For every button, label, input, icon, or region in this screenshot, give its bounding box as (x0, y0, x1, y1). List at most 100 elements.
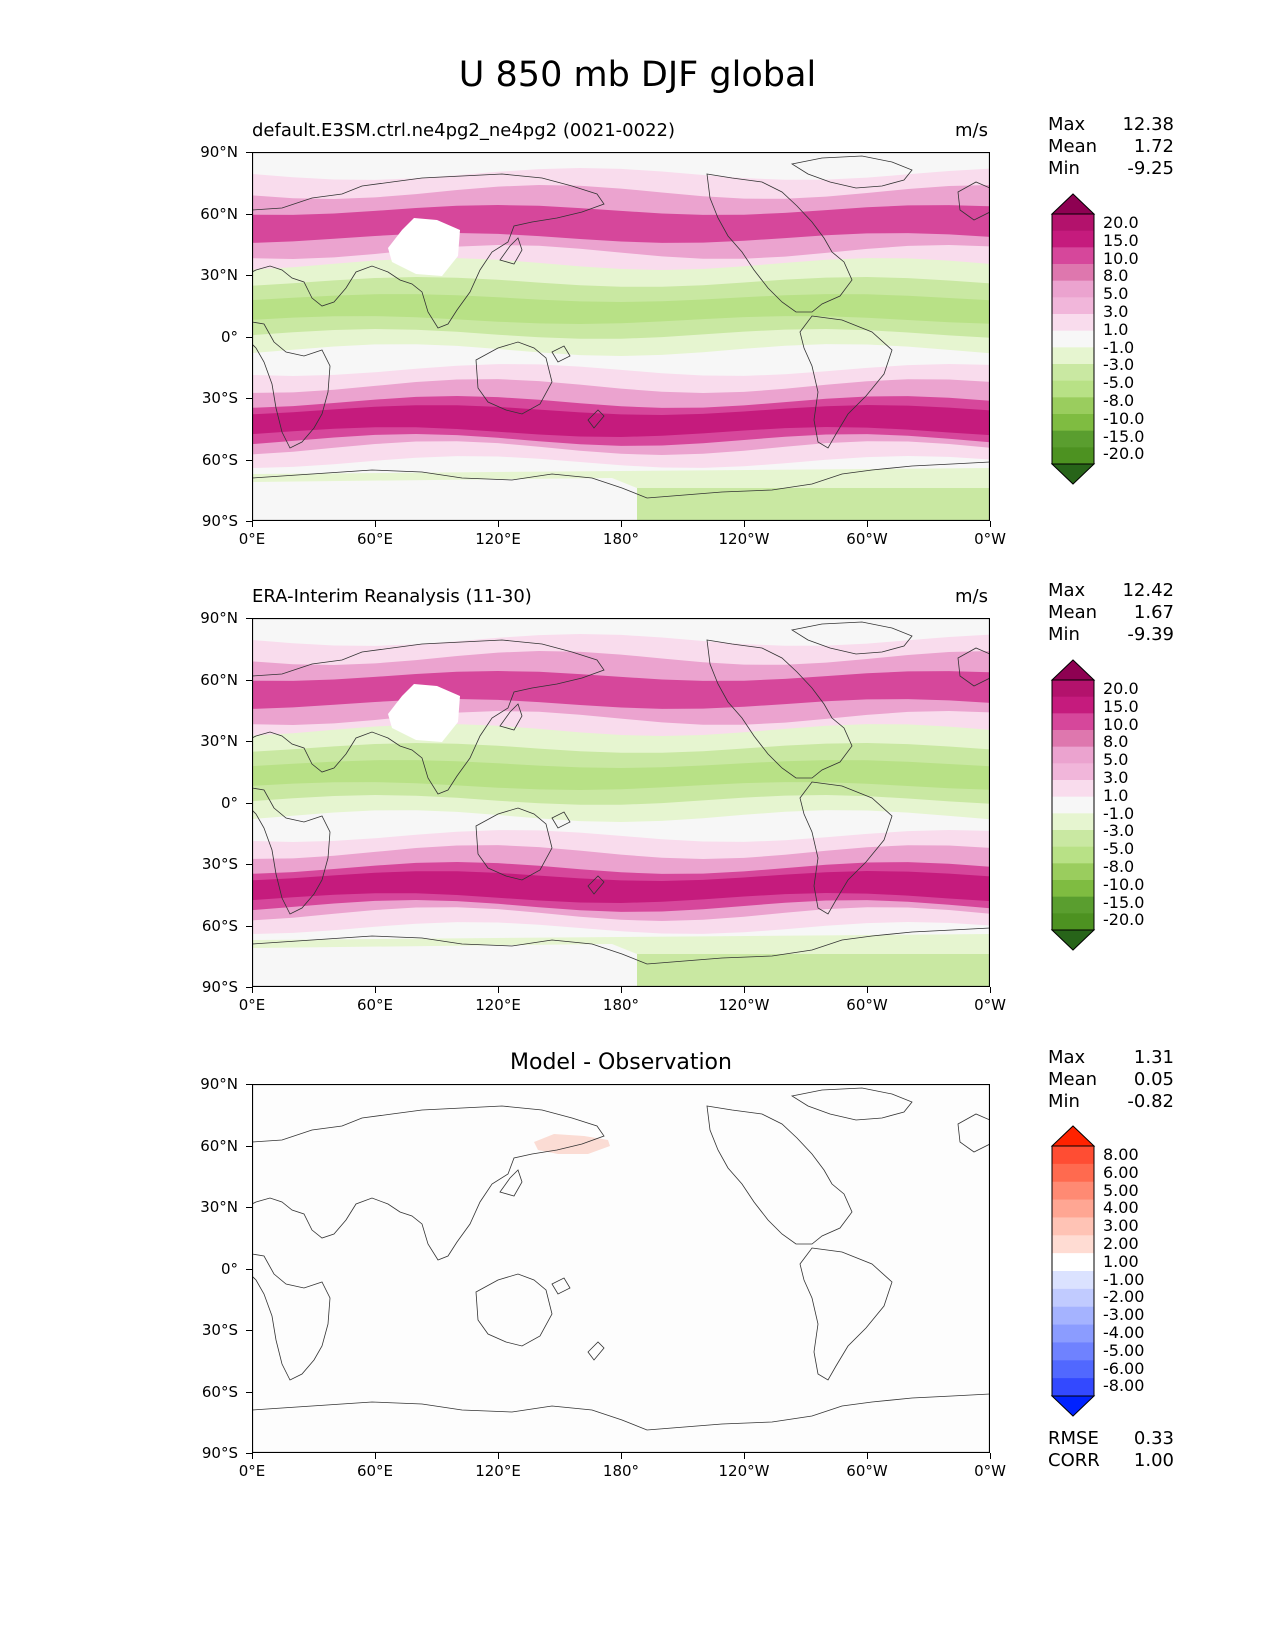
lat-tick-mark (246, 213, 252, 215)
colorbar-extend-max (1050, 193, 1096, 215)
colorbar-segment (1052, 1306, 1094, 1325)
lat-tick-mark (246, 741, 252, 742)
coastline (790, 621, 913, 655)
lat-tick-mark (246, 864, 252, 865)
colorbar-labels-panel3: 8.00 6.00 5.00 4.00 3.00 2.00 1.00 -1.00 -2.00 -3… (1103, 1146, 1144, 1395)
stat-value: 1.72 (1133, 136, 1174, 157)
tibet-mask (388, 684, 460, 742)
lat-tick-mark (246, 1391, 252, 1393)
positive-anomaly-patch (534, 1134, 610, 1154)
lon-tick-label: 120°E (475, 530, 521, 548)
colorbar-segment (1052, 1181, 1094, 1200)
lon-tick-label: 0°E (238, 996, 266, 1014)
colorbar-segment (1052, 1163, 1094, 1183)
coastline (475, 807, 553, 881)
westerly-core-north (252, 205, 990, 243)
stat-label: Mean (1048, 602, 1098, 623)
colorbar-segment (1052, 746, 1094, 764)
lat-tick-mark (246, 336, 252, 338)
colorbar-segment (1052, 1360, 1094, 1379)
colorbar-extend-max (1050, 659, 1096, 681)
coastline (790, 155, 913, 189)
colorbar-tick-label: 1.0 (1103, 319, 1129, 339)
stat-value: 12.38 (1122, 114, 1174, 135)
colorbar-segment (1052, 264, 1094, 282)
lon-tick-mark (744, 521, 745, 527)
panel3-map (252, 1084, 990, 1453)
colorbar-segment (1052, 796, 1094, 814)
colorbar-tick-label: -10.0 (1103, 408, 1145, 428)
colorbar-segment (1052, 696, 1094, 714)
lat-tick-label: 60°S (201, 916, 238, 935)
colorbar-tick-label: -6.00 (1103, 1358, 1145, 1378)
stat-value: -9.25 (1127, 158, 1174, 179)
colorbar-tick-label: 5.0 (1103, 284, 1129, 304)
colorbar-segment (1052, 1217, 1094, 1236)
coastline (475, 1273, 553, 1347)
coastline (706, 173, 853, 313)
tibet-mask (388, 218, 460, 276)
coastline (790, 1087, 913, 1121)
coastline (799, 1247, 893, 1381)
colorbar-panel3 (1050, 1125, 1096, 1417)
panel3-metrics: RMSE 0.33 CORR 1.00 (1048, 1428, 1174, 1476)
lon-tick-label: 0°E (238, 530, 266, 548)
colorbar-tick-label: 15.0 (1103, 696, 1139, 716)
lon-tick-mark (744, 1453, 745, 1459)
lat-tick-mark (246, 152, 252, 153)
lon-tick-mark (252, 521, 253, 527)
antarctic-easterly (252, 934, 990, 954)
colorbar-tick-label: -10.0 (1103, 874, 1145, 894)
metric-label: RMSE (1048, 1428, 1099, 1449)
lat-tick-label: 30°N (200, 266, 238, 284)
coastline (252, 461, 990, 499)
stat-label: Max (1048, 580, 1086, 601)
lon-tick-label: 120°E (475, 996, 521, 1014)
coastline (252, 321, 331, 449)
colorbar-tick-label: -2.00 (1103, 1287, 1145, 1307)
colorbar-segment (1052, 896, 1094, 914)
colorbar-tick-label: -20.0 (1103, 444, 1145, 464)
panel2-map (252, 618, 990, 987)
lon-tick-mark (990, 987, 991, 993)
colorbar-tick-label: -1.0 (1103, 337, 1135, 357)
figure-title: U 850 mb DJF global (458, 55, 817, 95)
colorbar-segment (1052, 830, 1094, 848)
lat-tick-label: 30°S (201, 855, 238, 873)
stat-value: -0.82 (1127, 1091, 1174, 1112)
colorbar-segment (1052, 730, 1094, 748)
colorbar-tick-label: 3.0 (1103, 767, 1129, 787)
colorbar-extend-min (1050, 463, 1096, 485)
stat-label: Min (1048, 1091, 1080, 1112)
lat-tick-label: 90°S (201, 1444, 238, 1462)
colorbar-segment (1052, 297, 1094, 315)
colorbar-segment (1052, 913, 1094, 931)
colorbar-segment (1052, 447, 1094, 465)
coastline (252, 1393, 990, 1431)
coastline (957, 1113, 990, 1153)
lon-tick-mark (252, 1453, 253, 1459)
colorbar-tick-label: 20.0 (1103, 679, 1139, 698)
colorbar-tick-label: 5.0 (1103, 750, 1129, 770)
stat-value: -9.39 (1127, 624, 1174, 645)
colorbar-tick-label: 6.00 (1103, 1162, 1139, 1182)
lon-tick-label: 60°W (846, 996, 888, 1014)
lat-tick-mark (246, 925, 252, 927)
panel3-title: Model - Observation (510, 1050, 732, 1075)
coastline (252, 787, 331, 915)
colorbar-tick-label: 1.00 (1103, 1251, 1139, 1271)
stat-label: Min (1048, 624, 1080, 645)
colorbar-segment (1052, 1288, 1094, 1308)
lon-tick-mark (621, 1453, 622, 1459)
coastline (252, 1105, 605, 1261)
lon-tick-label: 60°W (846, 530, 888, 548)
colorbar-tick-label: 15.0 (1103, 230, 1139, 250)
coastline (551, 811, 571, 829)
colorbar-segment (1052, 763, 1094, 781)
colorbar-segment (1052, 380, 1094, 398)
coastline (957, 647, 990, 687)
colorbar-segment (1052, 1271, 1094, 1290)
lat-tick-label: 30°S (201, 1321, 238, 1339)
coastline (499, 237, 523, 265)
lon-tick-mark (867, 1453, 868, 1459)
